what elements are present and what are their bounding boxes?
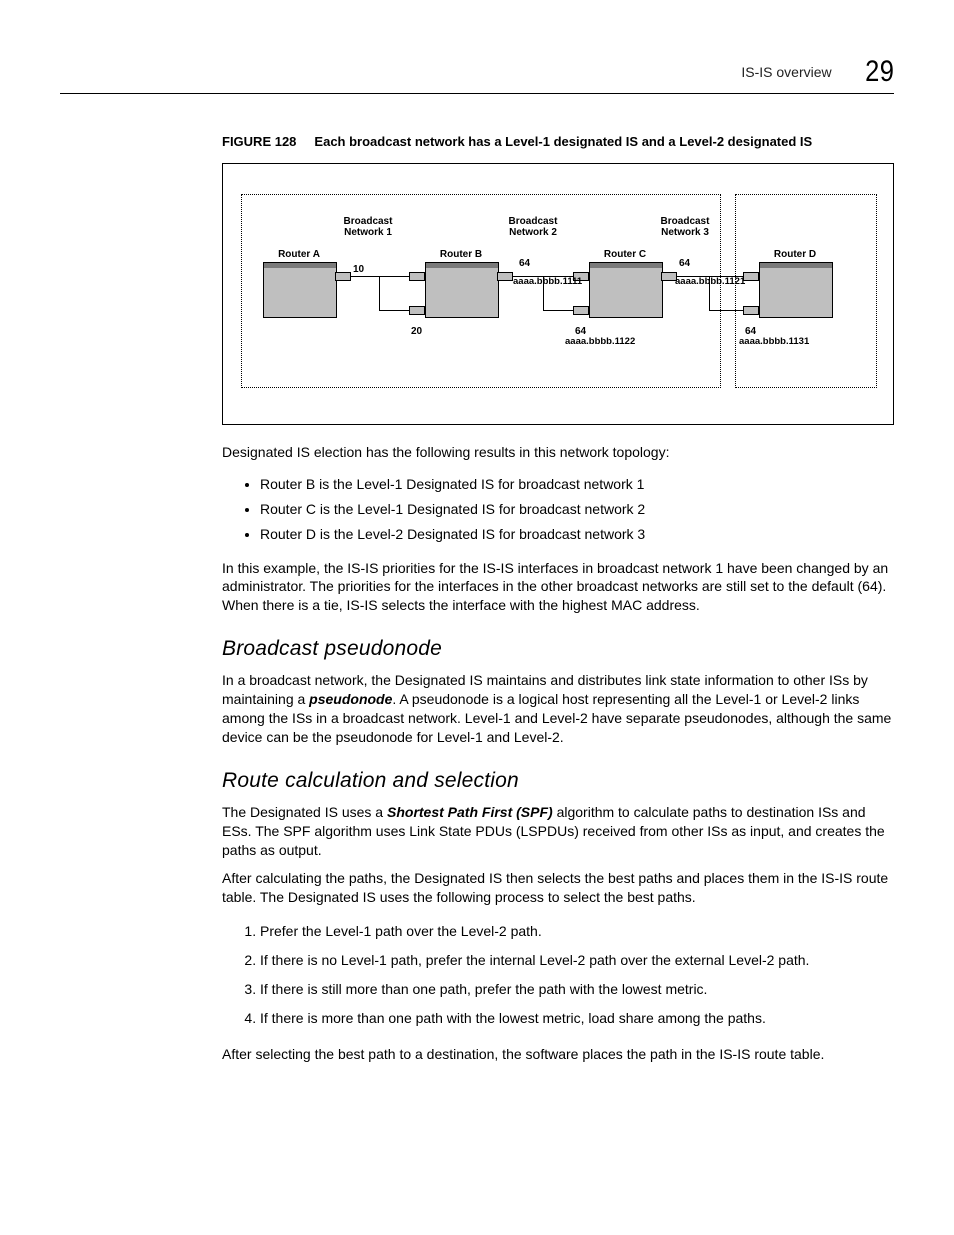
figure-label: FIGURE 128 <box>222 134 296 149</box>
router-label: Router C <box>604 249 646 260</box>
router-label: Router D <box>774 249 816 260</box>
text-run: The Designated IS uses a <box>222 804 387 820</box>
content-column: FIGURE 128 Each broadcast network has a L… <box>222 134 894 1064</box>
pseudonode-paragraph: In a broadcast network, the Designated I… <box>222 671 894 747</box>
list-item: Router D is the Level-2 Designated IS fo… <box>260 522 894 547</box>
router-label: Router A <box>278 249 320 260</box>
page-header: IS-IS overview 29 <box>60 55 894 94</box>
router-node <box>589 262 663 318</box>
section-title: IS-IS overview <box>741 64 831 80</box>
page: IS-IS overview 29 FIGURE 128 Each broadca… <box>0 0 954 1134</box>
wire <box>379 276 380 310</box>
interface-port <box>743 272 759 281</box>
interface-port <box>573 306 589 315</box>
network-label: BroadcastNetwork 2 <box>509 216 558 238</box>
list-item: Router B is the Level-1 Designated IS fo… <box>260 472 894 497</box>
router-node <box>759 262 833 318</box>
priority-value: 20 <box>411 326 422 337</box>
router-node <box>263 262 337 318</box>
router-node <box>425 262 499 318</box>
interface-port <box>497 272 513 281</box>
interface-port <box>335 272 351 281</box>
list-item: If there is still more than one path, pr… <box>260 975 894 1004</box>
interface-port <box>743 306 759 315</box>
page-number: 29 <box>865 55 894 89</box>
selection-steps: Prefer the Level-1 path over the Level-2… <box>222 917 894 1033</box>
interface-port <box>409 306 425 315</box>
mac-address: aaaa.bbbb.1122 <box>565 336 635 347</box>
list-item: If there is more than one path with the … <box>260 1004 894 1033</box>
spf-paragraph: The Designated IS uses a Shortest Path F… <box>222 803 894 860</box>
diagram-canvas: BroadcastNetwork 1 BroadcastNetwork 2 Broa… <box>235 176 881 412</box>
interface-port <box>409 272 425 281</box>
priority-value: 64 <box>679 258 690 269</box>
priority-value: 10 <box>353 264 364 275</box>
closing-paragraph: After selecting the best path to a desti… <box>222 1045 894 1064</box>
wire <box>379 310 409 311</box>
network-diagram: BroadcastNetwork 1 BroadcastNetwork 2 Broa… <box>222 163 894 425</box>
selection-intro-paragraph: After calculating the paths, the Designa… <box>222 869 894 907</box>
wire <box>543 310 573 311</box>
list-item: If there is no Level-1 path, prefer the … <box>260 946 894 975</box>
priority-paragraph: In this example, the IS-IS priorities fo… <box>222 559 894 616</box>
results-list: Router B is the Level-1 Designated IS fo… <box>222 472 894 547</box>
term-pseudonode: pseudonode <box>309 691 392 707</box>
heading-route-calculation: Route calculation and selection <box>222 769 894 793</box>
term-spf: Shortest Path First (SPF) <box>387 804 553 820</box>
network-label: BroadcastNetwork 3 <box>661 216 710 238</box>
wire <box>709 310 743 311</box>
list-item: Prefer the Level-1 path over the Level-2… <box>260 917 894 946</box>
heading-broadcast-pseudonode: Broadcast pseudonode <box>222 637 894 661</box>
mac-address: aaaa.bbbb.1131 <box>739 336 809 347</box>
figure-heading: FIGURE 128 Each broadcast network has a L… <box>222 134 894 149</box>
network-label: BroadcastNetwork 1 <box>344 216 393 238</box>
mac-address: aaaa.bbbb.1121 <box>675 276 745 287</box>
figure-caption: Each broadcast network has a Level-1 des… <box>314 134 812 149</box>
list-item: Router C is the Level-1 Designated IS fo… <box>260 497 894 522</box>
priority-value: 64 <box>519 258 530 269</box>
router-label: Router B <box>440 249 482 260</box>
mac-address: aaaa.bbbb.1111 <box>513 276 582 287</box>
intro-paragraph: Designated IS election has the following… <box>222 443 894 462</box>
